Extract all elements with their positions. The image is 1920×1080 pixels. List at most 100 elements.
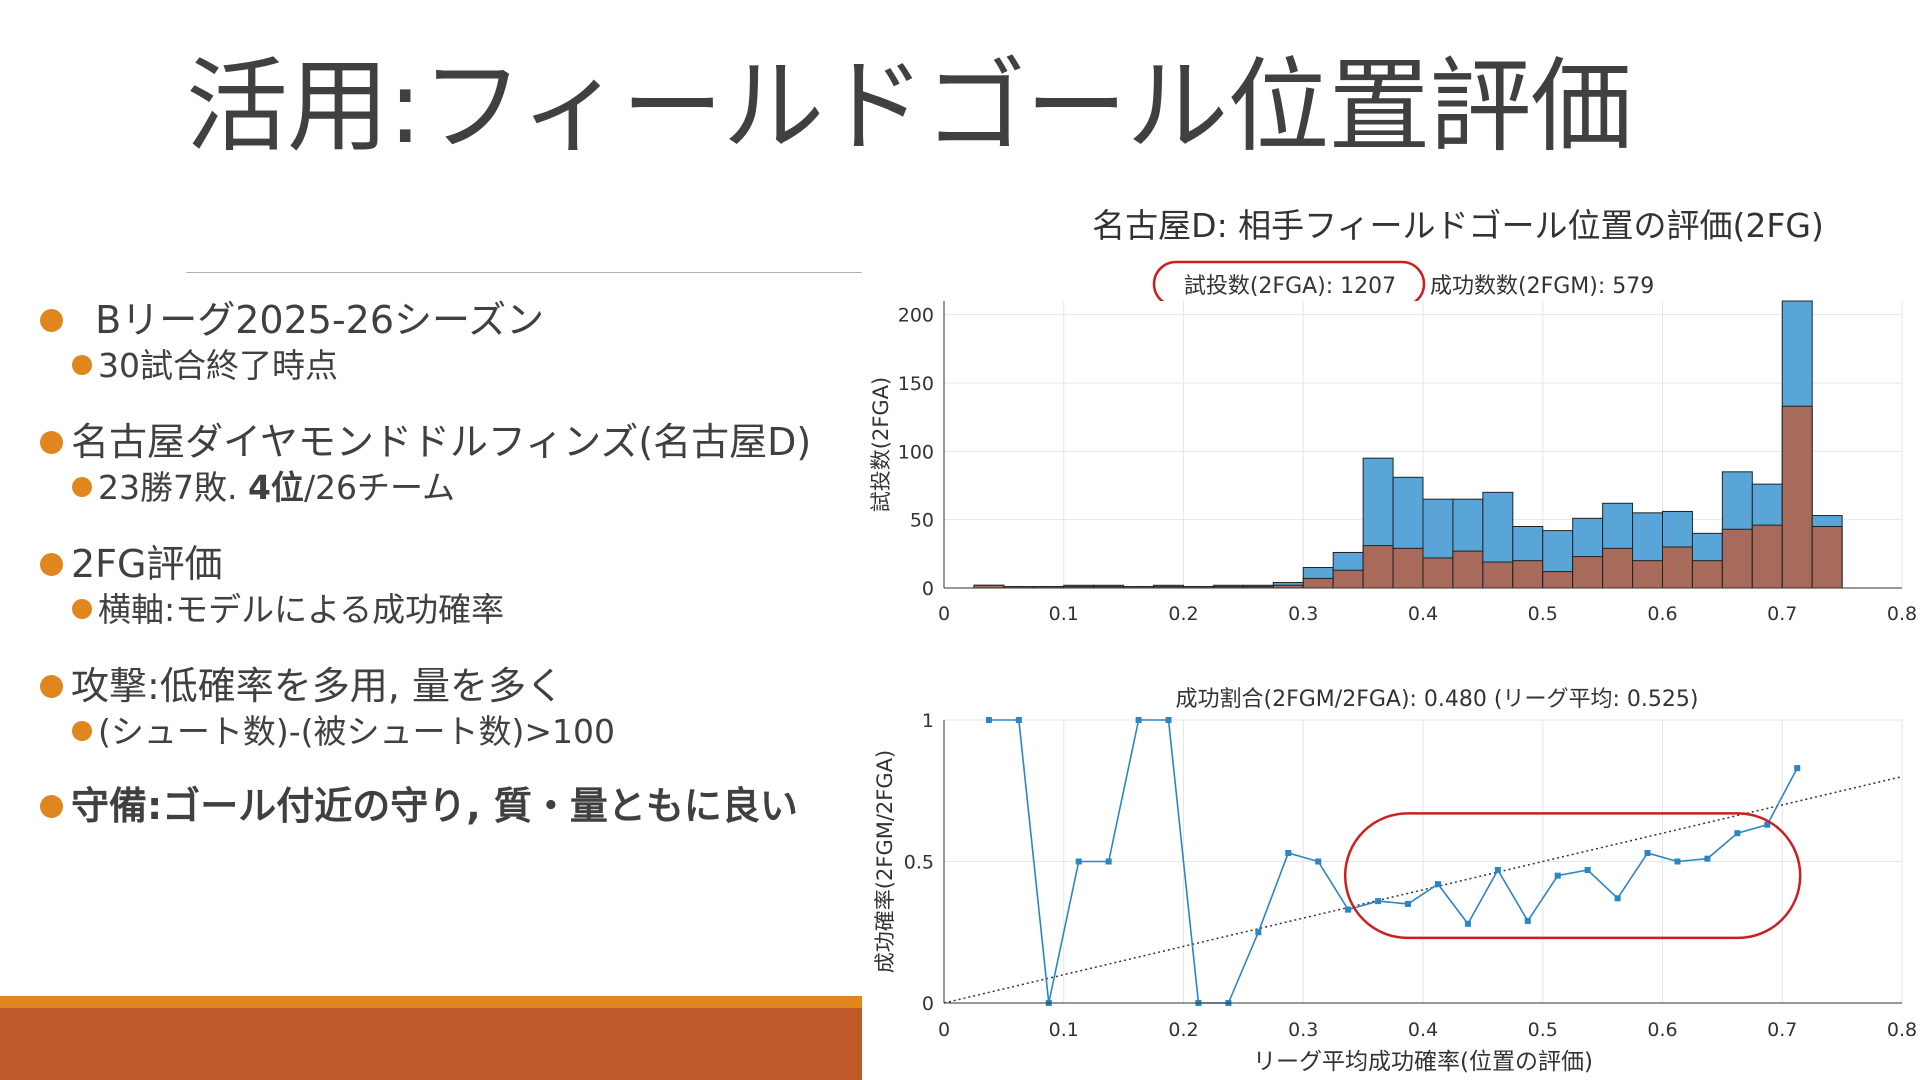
bullet-defense-text: 守備:ゴール付近の守り, 質・量ともに良い (71, 784, 798, 828)
line-x-tick-label: 0.8 (1887, 1019, 1917, 1041)
histogram-axes: 0 0.1 0.2 0.3 0.4 0.5 0.6 0.7 0.8 0 50 100 150 200 試投数… (869, 300, 1917, 625)
success-rate-point (985, 717, 992, 723)
made-subtitle: 成功数数(2FGM): 579 (1430, 274, 1654, 299)
line-x-tick-label: 0.4 (1408, 1019, 1438, 1041)
bullet-dot-icon (72, 599, 92, 619)
success-rate-point (1464, 920, 1471, 927)
chart-figure: 名古屋D: 相手フィールドゴール位置の評価(2FG) 試投数(2FGA): 12… (869, 206, 1917, 1075)
success-rate-line (988, 719, 1798, 1004)
line-y-tick-label: 0 (922, 993, 934, 1015)
success-rate-point (1375, 898, 1382, 905)
bullet-2fg-text: 2FG評価 (71, 542, 223, 586)
line-x-axis-label: リーグ平均成功確率(位置の評価) (1253, 1049, 1593, 1075)
bullet-season: Bリーグ2025-26シーズン (40, 295, 544, 345)
made-bar (1302, 577, 1334, 589)
hist-y-tick-label: 200 (898, 305, 934, 327)
bullet-offense-text: 攻撃:低確率を多用, 量を多く (71, 664, 564, 708)
made-bar (1632, 560, 1663, 589)
success-rate-point (1015, 717, 1022, 723)
hist-x-tick-label: 0.3 (1288, 603, 1318, 625)
sub-bullet-rank-rest: /26チーム (303, 468, 456, 507)
hist-y-tick-label: 0 (922, 578, 934, 600)
footer-accent-bar (0, 996, 862, 1008)
sub-bullet-shots: (シュート数)-(被シュート数)>100 (72, 710, 615, 754)
success-rate-point (1135, 717, 1142, 723)
success-rate-point (1434, 881, 1441, 888)
made-bar (1751, 524, 1783, 589)
hist-y-axis-label: 試投数(2FGA) (869, 377, 893, 512)
line-x-tick-label: 0.7 (1767, 1019, 1797, 1041)
slide-title: 活用:フィールドゴール位置評価 (186, 48, 1632, 167)
hist-y-tick-label: 50 (910, 510, 934, 532)
probability-axes: 成功割合(2FGM/2FGA): 0.480 (リーグ平均: 0.525) 0 0.… (873, 687, 1917, 1075)
made-bar (1781, 405, 1813, 589)
success-rate-point (1644, 850, 1651, 857)
bullet-dot-icon (40, 675, 63, 698)
bullet-dot-icon (40, 553, 63, 576)
bullet-dot-icon (40, 309, 63, 332)
success-rate-point (1794, 765, 1801, 772)
made-bar (1332, 569, 1364, 589)
made-bar (1542, 571, 1574, 589)
bullet-team: 名古屋ダイヤモンドドルフィンズ(名古屋D) (40, 417, 811, 467)
sub-bullet-shots-text: (シュート数)-(被シュート数)>100 (98, 712, 616, 751)
made-bar (1572, 556, 1604, 589)
highlight-region-ellipse (1343, 812, 1802, 940)
success-rate-point (1165, 717, 1172, 723)
made-bar (1602, 547, 1634, 589)
hist-x-tick-label: 0.6 (1647, 603, 1677, 625)
sub-bullet-xaxis: 横軸:モデルによる成功確率 (72, 588, 504, 632)
hist-x-tick-label: 0.8 (1887, 603, 1917, 625)
bullet-offense: 攻撃:低確率を多用, 量を多く (40, 661, 564, 711)
attempts-subtitle: 試投数(2FGA): 1207 (1184, 274, 1396, 299)
made-bar (1362, 545, 1394, 589)
sub-bullet-xaxis-text: 横軸:モデルによる成功確率 (98, 590, 505, 629)
sub-bullet-rank-bold: 4位 (247, 468, 304, 507)
made-bar (1811, 526, 1843, 589)
bullet-defense: 守備:ゴール付近の守り, 質・量ともに良い (40, 781, 798, 831)
line-x-tick-label: 0 (938, 1019, 950, 1041)
sub-bullet-games: 30試合終了時点 (72, 344, 338, 388)
made-bar (1392, 547, 1424, 589)
made-bar (1452, 550, 1484, 589)
success-rate-point (1494, 866, 1501, 873)
made-bar (1422, 557, 1454, 589)
line-x-tick-label: 0.5 (1528, 1019, 1558, 1041)
line-y-tick-label: 1 (922, 710, 934, 732)
success-rate-point (1255, 929, 1262, 936)
success-rate-point (1734, 830, 1741, 837)
hist-x-tick-label: 0.5 (1528, 603, 1558, 625)
hist-x-tick-label: 0.2 (1168, 603, 1198, 625)
success-rate-point (1405, 900, 1412, 907)
sub-bullet-games-text: 30試合終了時点 (98, 346, 338, 385)
hist-x-tick-label: 0.4 (1408, 603, 1438, 625)
bullet-2fg: 2FG評価 (40, 539, 222, 589)
made-bar (1691, 560, 1723, 589)
footer-bar (0, 1008, 862, 1080)
chart-title: 名古屋D: 相手フィールドゴール位置の評価(2FG) (1092, 206, 1824, 245)
line-chart-title: 成功割合(2FGM/2FGA): 0.480 (リーグ平均: 0.525) (1176, 687, 1699, 712)
success-rate-point (1764, 821, 1771, 828)
bullet-season-text: Bリーグ2025-26シーズン (95, 298, 545, 342)
success-rate-point (1614, 895, 1621, 902)
bullet-dot-icon (72, 477, 92, 497)
line-x-tick-label: 0.2 (1168, 1019, 1198, 1041)
success-rate-point (1075, 858, 1082, 865)
hist-x-tick-label: 0.1 (1049, 603, 1079, 625)
success-rate-point (1704, 855, 1711, 862)
success-rate-point (1105, 858, 1112, 865)
line-x-tick-label: 0.1 (1049, 1019, 1079, 1041)
success-rate-point (1345, 906, 1352, 913)
sub-bullet-record: 23勝7敗. 4位/26チーム (72, 466, 455, 510)
bullet-dot-icon (72, 721, 92, 741)
success-rate-point (1285, 850, 1292, 857)
bullet-team-text: 名古屋ダイヤモンドドルフィンズ(名古屋D) (71, 420, 812, 464)
line-y-tick-label: 0.5 (904, 852, 934, 874)
hist-x-tick-label: 0 (938, 603, 950, 625)
success-rate-point (1584, 866, 1591, 873)
line-x-tick-label: 0.3 (1288, 1019, 1318, 1041)
hist-y-tick-label: 100 (898, 441, 934, 463)
success-rate-point (1554, 872, 1561, 879)
success-rate-point (1315, 858, 1322, 865)
hist-y-tick-label: 150 (898, 373, 934, 395)
